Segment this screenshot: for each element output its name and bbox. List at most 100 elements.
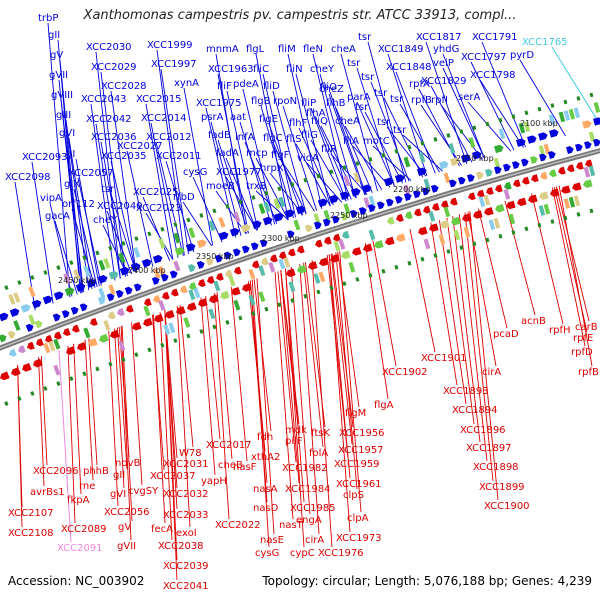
gene-label-reverse[interactable]: XCC2038 [158, 541, 204, 552]
gene-arrow[interactable] [483, 207, 494, 216]
gene-arrow[interactable] [349, 209, 359, 218]
gene-arrow[interactable] [87, 338, 98, 348]
gene-arrow[interactable] [440, 200, 449, 209]
gene-arrow[interactable] [250, 241, 260, 251]
gene-arrow[interactable] [152, 254, 164, 264]
gene-label-forward[interactable]: tsr [361, 72, 375, 83]
gene-label-forward[interactable]: orf112 [62, 199, 95, 210]
gene-label-forward[interactable]: flhB [326, 98, 346, 109]
gene-arrow[interactable] [141, 258, 153, 268]
gene-arrow[interactable] [0, 312, 10, 322]
gene-arrow[interactable] [449, 197, 458, 207]
gene-label-forward[interactable]: XCC1848 [386, 62, 432, 73]
gene-label-forward[interactable]: flhA [306, 108, 326, 119]
gene-label-forward[interactable]: XCC2036 [91, 132, 137, 143]
gene-label-forward[interactable]: tsr [377, 117, 391, 128]
gene-label-forward[interactable]: fliG [301, 130, 318, 141]
gene-arrow[interactable] [582, 179, 593, 188]
gene-label-forward[interactable]: XCC2029 [91, 62, 137, 73]
gene-arrow[interactable] [557, 166, 566, 176]
gene-label-forward[interactable]: tsr [358, 32, 372, 43]
gene-label-forward[interactable]: rpoN [273, 96, 297, 107]
gene-label-forward[interactable]: fliC [253, 64, 269, 75]
gene-arrow[interactable] [8, 348, 17, 358]
gene-arrow[interactable] [548, 169, 557, 178]
gene-label-reverse[interactable]: XCC2032 [163, 489, 209, 500]
gene-arrow[interactable] [412, 189, 422, 199]
gene-arrow[interactable] [538, 191, 549, 201]
gene-arrow[interactable] [133, 282, 143, 292]
gene-label-forward[interactable]: xynA [174, 78, 199, 89]
gene-arrow[interactable] [286, 229, 296, 239]
gene-arrow[interactable] [421, 187, 431, 196]
gene-arrow[interactable] [593, 117, 600, 126]
gene-label-forward[interactable]: vipA [40, 193, 62, 204]
gene-label-forward[interactable]: fliS [286, 134, 301, 145]
gene-arrow[interactable] [34, 319, 44, 329]
gene-label-reverse[interactable]: gII [113, 470, 125, 481]
gene-label-reverse[interactable]: XCC1900 [484, 501, 530, 512]
gene-arrow[interactable] [296, 245, 305, 254]
gene-arrow[interactable] [65, 346, 76, 356]
gene-arrow[interactable] [385, 198, 395, 207]
gene-label-forward[interactable]: XCC2057 [68, 168, 114, 179]
gene-arrow[interactable] [476, 189, 485, 199]
gene-label-forward[interactable]: fliF [217, 81, 232, 92]
gene-label-reverse[interactable]: fdh [257, 432, 273, 443]
gene-label-reverse[interactable]: cvgSY [128, 486, 159, 497]
gene-arrow[interactable] [494, 165, 503, 175]
gene-arrow[interactable] [52, 312, 62, 322]
gene-arrow[interactable] [188, 282, 197, 291]
gene-arrow[interactable] [44, 334, 53, 344]
gene-arrow[interactable] [386, 216, 395, 226]
gene-arrow[interactable] [584, 140, 593, 150]
gene-arrow[interactable] [152, 294, 161, 304]
gene-label-reverse[interactable]: XCC2096 [33, 466, 79, 477]
gene-arrow[interactable] [20, 303, 32, 313]
gene-label-forward[interactable]: parA [347, 92, 371, 103]
gene-label-forward[interactable]: XCC2035 [101, 151, 147, 162]
gene-arrow[interactable] [260, 257, 269, 266]
gene-label-forward[interactable]: gVI [59, 128, 75, 139]
gene-arrow[interactable] [527, 194, 538, 204]
gene-label-forward[interactable]: cheA [331, 44, 356, 55]
gene-arrow[interactable] [124, 286, 134, 295]
gene-arrow[interactable] [450, 157, 461, 167]
gene-label-reverse[interactable]: exoI [176, 528, 197, 539]
gene-arrow[interactable] [205, 257, 215, 266]
gene-arrow[interactable] [331, 215, 341, 224]
gene-label-reverse[interactable]: XCC2037 [150, 471, 196, 482]
gene-arrow[interactable] [307, 261, 318, 270]
gene-arrow[interactable] [458, 176, 467, 185]
gene-arrow[interactable] [413, 208, 422, 217]
gene-label-reverse[interactable]: XCC1959 [334, 459, 380, 470]
gene-label-reverse[interactable]: engA [296, 515, 322, 526]
gene-arrow[interactable] [318, 257, 329, 267]
gene-label-reverse[interactable]: XCC1985 [290, 503, 336, 514]
gene-arrow[interactable] [108, 270, 120, 280]
gene-label-forward[interactable]: XCC1829 [421, 76, 467, 87]
gene-arrow[interactable] [548, 150, 557, 159]
gene-arrow[interactable] [332, 233, 341, 243]
gene-label-reverse[interactable]: XCC2089 [61, 524, 107, 535]
gene-label-forward[interactable]: XCC2027 [117, 141, 163, 152]
gene-label-forward[interactable]: cheA [335, 116, 360, 127]
gene-arrow[interactable] [218, 231, 230, 241]
gene-arrow[interactable] [521, 176, 530, 186]
gene-label-forward[interactable]: cheZ [319, 84, 344, 95]
gene-label-reverse[interactable]: cypC [290, 548, 315, 559]
gene-arrow[interactable] [164, 309, 175, 320]
gene-arrow[interactable] [115, 289, 125, 298]
gene-arrow[interactable] [208, 294, 219, 305]
gene-label-forward[interactable]: fliM [278, 44, 296, 55]
gene-arrow[interactable] [285, 268, 296, 278]
gene-label-forward[interactable]: gVII [49, 70, 68, 81]
gene-label-forward[interactable]: tsr [390, 94, 404, 105]
gene-label-reverse[interactable]: clpS [343, 490, 364, 501]
gene-label-forward[interactable]: XCC2043 [81, 94, 127, 105]
gene-label-reverse[interactable]: XCC1973 [336, 533, 382, 544]
gene-label-reverse[interactable]: rpfH [549, 325, 571, 336]
gene-label-reverse[interactable]: gV [118, 522, 131, 533]
gene-label-reverse[interactable]: XCC2039 [163, 561, 209, 572]
